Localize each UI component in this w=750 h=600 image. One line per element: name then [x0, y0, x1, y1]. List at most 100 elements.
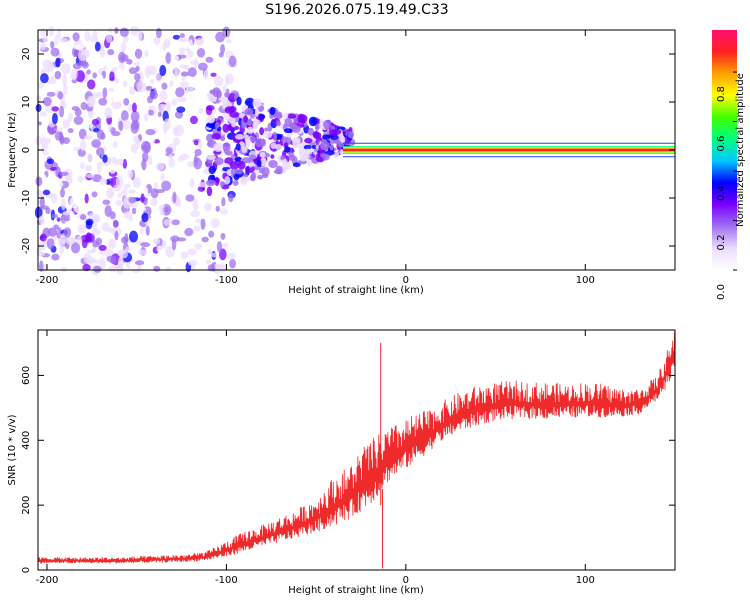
spectrogram-cell: [165, 52, 172, 64]
spectrogram-cell: [47, 62, 55, 73]
spectrogram-cell: [224, 176, 231, 185]
spectrogram-cell: [39, 111, 48, 117]
spectrogram-cell: [134, 48, 143, 59]
spectrogram-cell: [221, 197, 226, 207]
spectrogram-cell: [116, 101, 122, 107]
spectrogram-cell: [39, 43, 47, 51]
spectrogram-cell: [89, 53, 97, 63]
spectrogram-cell: [81, 181, 92, 187]
spectrogram-cell: [226, 252, 237, 260]
spectrogram-cell: [322, 134, 331, 140]
spectrogram-cell: [161, 240, 167, 249]
spectrogram-cell: [224, 92, 230, 98]
spectrogram-cell: [122, 119, 131, 130]
spectrogram-cell: [251, 171, 256, 181]
spectrogram-cell: [92, 220, 98, 233]
spectrogram-cell: [245, 97, 255, 107]
spectrogram-cell: [155, 162, 165, 171]
spectrogram-cell: [56, 217, 61, 222]
spectrogram-cell: [159, 131, 166, 143]
spectrogram-cell: [107, 227, 113, 234]
spectrogram-cell: [220, 232, 226, 240]
chart-title: S196.2026.075.19.49.C33: [265, 2, 448, 18]
spectrogram-cell: [197, 62, 208, 71]
spectrogram-cell: [184, 227, 194, 237]
spectrogram-cell: [61, 63, 71, 75]
spectrogram-cell: [72, 32, 80, 42]
spectrogram-cell: [187, 248, 197, 256]
spectrogram-cell: [232, 180, 239, 186]
spectrogram-cell: [117, 261, 125, 266]
spectrogram-cell: [51, 106, 60, 112]
spectrogram-cell: [108, 238, 117, 249]
spectrogram-cell: [178, 156, 185, 162]
spectrogram-cell: [112, 219, 118, 228]
spectrogram-cell: [152, 238, 161, 245]
spectrogram-cell: [145, 128, 156, 136]
spectrogram-cell: [50, 47, 60, 57]
spectrogram-cell: [150, 166, 158, 174]
spectrogram-cell: [42, 35, 48, 43]
spectrogram-cell: [139, 227, 144, 234]
spectrogram-cell: [76, 235, 83, 245]
spectrogram-cell: [213, 142, 224, 153]
spectrogram-cell: [73, 116, 84, 125]
spectrogram-cell: [258, 114, 265, 120]
spectrogram-cell: [194, 148, 202, 157]
spectrogram-cell: [284, 146, 291, 153]
spectrogram-cell: [65, 237, 76, 245]
spectrogram-cell: [205, 56, 214, 63]
spectrogram-cell: [87, 79, 96, 90]
spectrogram-cell: [150, 188, 159, 199]
spectrogram-cell: [85, 173, 95, 179]
spectrogram-cell: [51, 213, 59, 219]
spectrogram-cell: [224, 76, 230, 86]
spectrogram-cell: [85, 220, 93, 230]
spectrogram-cell: [182, 143, 188, 148]
spectrogram-cell: [92, 72, 98, 79]
spectrogram-cell: [169, 79, 174, 88]
spectrogram-cell: [260, 157, 267, 167]
spectrogram-cell: [241, 145, 248, 154]
colorbar-ticks: 0.0 0.2 0.4 0.6 0.8: [716, 71, 737, 300]
spectrogram-cell: [220, 136, 226, 142]
spectrogram-cell: [298, 114, 308, 123]
spectrogram-cell: [228, 193, 234, 203]
spectrogram-cell: [62, 118, 70, 129]
spectrogram-cell: [234, 156, 243, 163]
spectrogram-cell: [198, 107, 204, 114]
spectrogram-cell: [187, 26, 198, 37]
spectrogram-cell: [222, 142, 231, 152]
spectrogram-cell: [198, 182, 208, 188]
spectrogram-cell: [108, 191, 115, 197]
spectrogram-cell: [288, 152, 295, 158]
spectrogram-cell: [171, 98, 178, 106]
spectrogram-cell: [89, 35, 99, 44]
spectrogram-x-label: Height of straight line (km): [288, 285, 424, 296]
spectrogram-cell: [148, 109, 154, 116]
x-tick-label: -200: [36, 575, 59, 586]
spectrogram-cell: [36, 246, 42, 257]
spectrogram-cell: [95, 91, 104, 98]
spectrogram-cell: [127, 221, 138, 229]
spectrogram-cell: [77, 48, 88, 61]
spectrogram-cell: [206, 154, 216, 160]
spectrogram-cell: [84, 135, 94, 140]
spectrogram-cell: [160, 173, 165, 182]
spectrogram-cell: [69, 210, 75, 223]
spectrogram-cell: [153, 36, 161, 45]
spectrogram-cell: [130, 110, 140, 123]
spectrogram-cell: [179, 33, 185, 38]
spectrogram-cell: [77, 224, 87, 234]
spectrogram-cell: [99, 47, 106, 58]
spectrogram-cell: [117, 193, 122, 198]
spectrogram-cell: [163, 118, 171, 131]
spectrogram-cell: [98, 97, 108, 106]
spectrogram-cell: [219, 264, 226, 273]
spectrogram-cell: [134, 260, 145, 266]
spectrogram-cell: [57, 28, 62, 39]
spectrogram-cell: [96, 129, 105, 140]
spectrogram-cell: [155, 73, 162, 83]
spectrogram-cell: [144, 66, 152, 78]
spectrogram-cell: [120, 41, 127, 53]
